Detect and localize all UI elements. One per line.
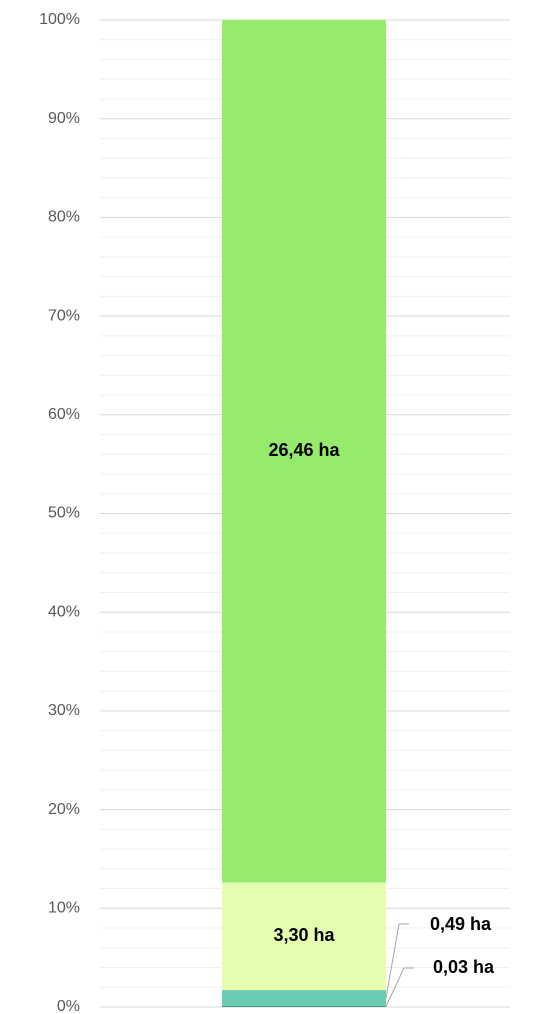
- y-tick-label: 20%: [48, 801, 80, 818]
- bar-segment: [222, 882, 386, 991]
- bar-segment: [222, 20, 386, 883]
- y-tick-label: 30%: [48, 702, 80, 719]
- data-label: 3,30 ha: [273, 925, 335, 945]
- y-tick-label: 0%: [57, 998, 80, 1014]
- data-label: 0,03 ha: [433, 957, 495, 977]
- leader-line: [385, 967, 414, 1007]
- y-tick-label: 50%: [48, 505, 80, 522]
- y-tick-label: 10%: [48, 900, 80, 917]
- data-label: 0,49 ha: [430, 914, 492, 934]
- y-tick-label: 70%: [48, 307, 80, 324]
- data-label: 26,46 ha: [268, 440, 340, 460]
- y-tick-label: 80%: [48, 209, 80, 226]
- y-tick-label: 100%: [39, 11, 80, 28]
- leader-line: [385, 923, 409, 999]
- bar-segment: [222, 1006, 386, 1007]
- y-tick-label: 90%: [48, 110, 80, 127]
- y-tick-label: 40%: [48, 603, 80, 620]
- bar-segment: [222, 990, 386, 1007]
- y-tick-label: 60%: [48, 406, 80, 423]
